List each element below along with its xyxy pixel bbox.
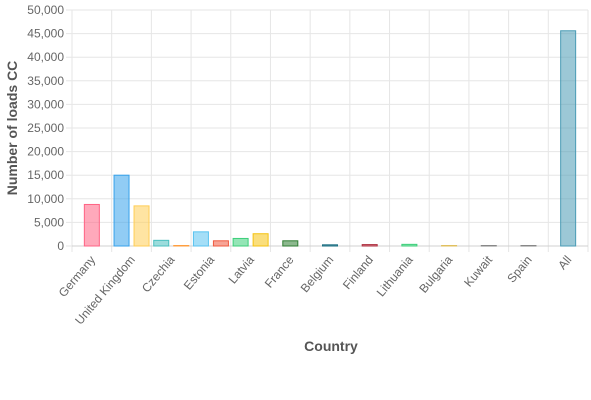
bar-finland [361,244,378,247]
y-tick-label: 25,000 [27,121,64,135]
y-tick-label: 45,000 [27,27,64,41]
y-tick-label: 10,000 [27,192,64,206]
bar-united-kingdom [133,205,150,247]
y-tick-label: 35,000 [27,74,64,88]
bar-estonia [192,231,209,247]
x-axis-title: Country [304,338,358,354]
bar-czechia [173,245,190,247]
x-tick-label: Czechia [139,253,178,295]
bar-kuwait [480,245,497,247]
y-tick-label: 40,000 [27,50,64,64]
bar-bulgaria [441,245,458,247]
y-tick-label: 50,000 [27,3,64,17]
x-tick-label: Spain [504,253,534,286]
y-axis-title: Number of loads CC [4,61,20,196]
bar-france [282,240,299,247]
y-tick-label: 5,000 [34,215,64,229]
y-tick-label: 30,000 [27,97,64,111]
bar-latvia [232,237,249,247]
x-tick-label: Belgium [298,253,337,295]
x-tick-label: All [555,253,574,272]
bar-lithuania [401,243,418,247]
bar-united-kingdom [113,174,130,247]
bar-czechia [153,239,170,247]
bar-estonia [212,240,229,247]
bar-germany [83,203,100,247]
x-tick-label: Germany [56,253,98,300]
bar-spain [520,245,537,247]
bar-all [560,30,577,247]
bar-latvia [252,233,269,247]
bars [83,30,577,247]
y-tick-label: 20,000 [27,145,64,159]
bar-belgium [322,244,338,247]
x-tick-label: Latvia [226,253,258,287]
y-tick-label: 0 [57,239,64,253]
x-tick-label: France [262,253,297,291]
x-tick-label: Estonia [181,253,218,293]
x-tick-label: Kuwait [461,252,495,289]
y-axis-ticks: 0 5,000 10,000 15,000 20,000 25,000 30,000 35,0… [27,3,64,253]
x-tick-label: Lithuania [374,253,416,300]
y-tick-label: 15,000 [27,168,64,182]
gridlines [66,9,589,252]
x-tick-label: Bulgaria [416,253,455,296]
x-tick-label: Finland [340,253,376,292]
